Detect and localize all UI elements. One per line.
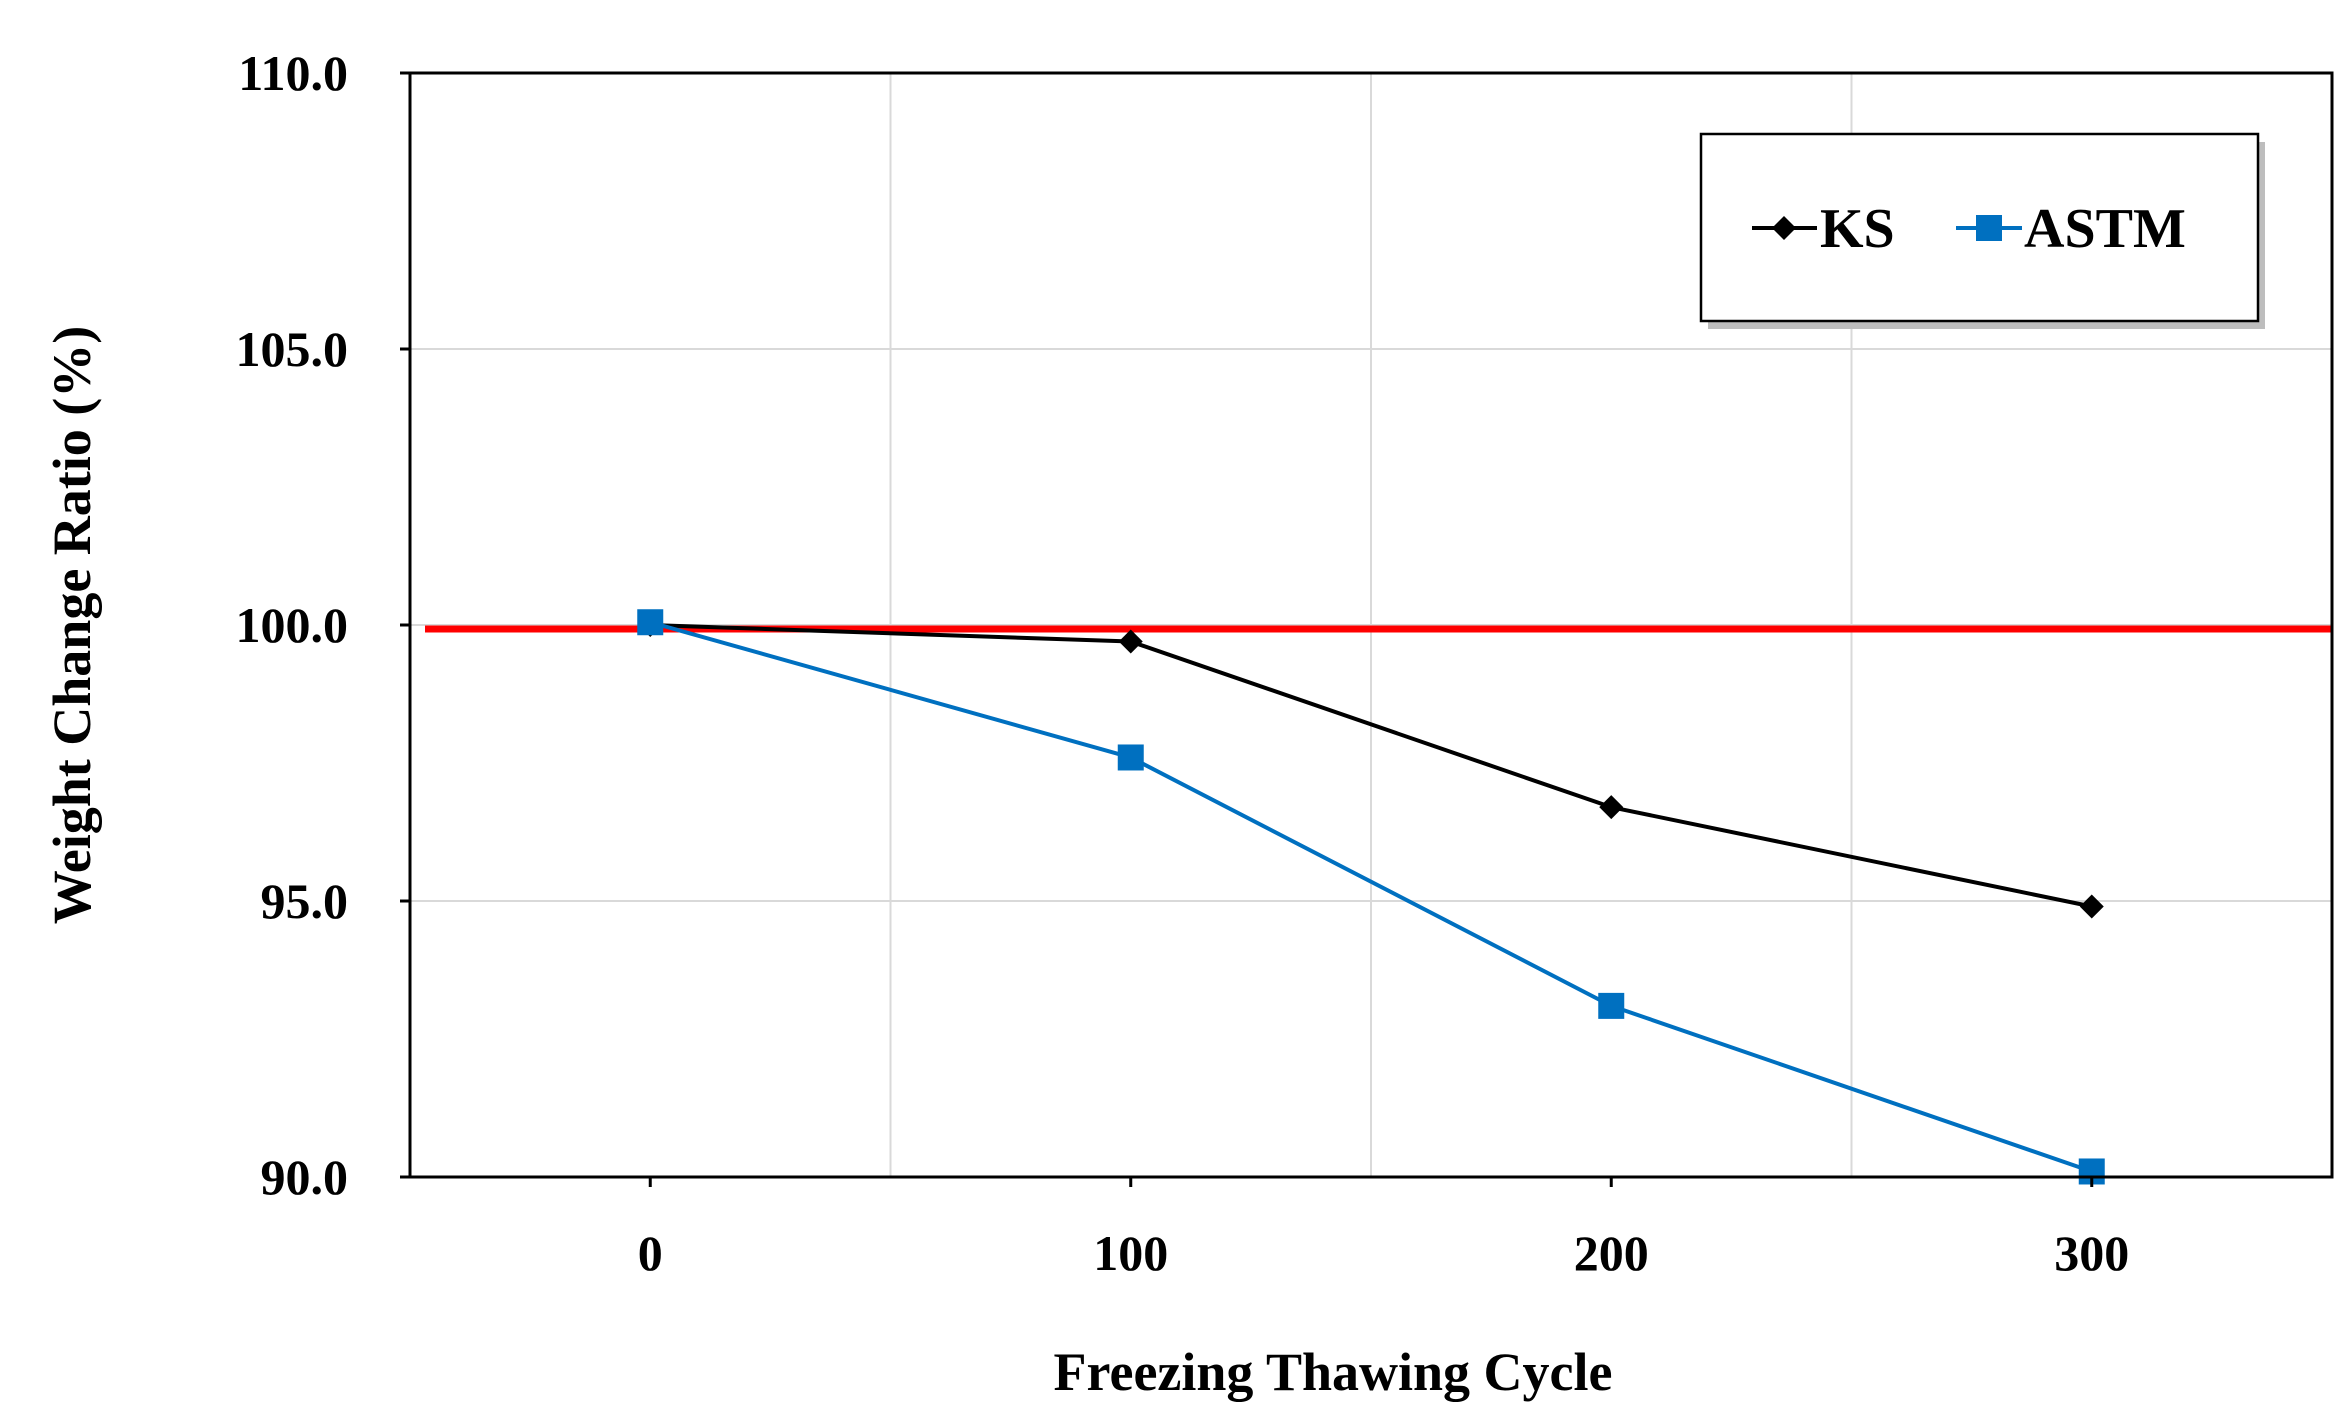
series-ks-point — [1599, 795, 1624, 820]
x-tick-label: 100 — [1093, 1225, 1168, 1281]
series-astm-point — [1598, 992, 1625, 1019]
series-astm-point — [1117, 744, 1144, 771]
x-tick-label: 300 — [2054, 1225, 2129, 1281]
y-tick-label: 90.0 — [261, 1149, 349, 1205]
x-axis-ticks: 0 100 200 300 — [638, 1177, 2129, 1281]
x-axis-title: Freezing Thawing Cycle — [1054, 1342, 1613, 1402]
series-astm-line — [649, 620, 2093, 1174]
legend-astm-label: ASTM — [2024, 198, 2186, 260]
series-group — [637, 609, 2105, 1185]
series-ks-point — [2079, 894, 2104, 919]
legend-ks-marker — [1772, 216, 1796, 240]
y-tick-label: 110.0 — [238, 45, 348, 101]
series-astm-point — [637, 609, 664, 636]
series-ks-line — [650, 623, 2093, 909]
legend: KS ASTM — [1699, 132, 2265, 329]
series-ks-point — [1118, 629, 1143, 654]
y-axis-ticks: 90.0 95.0 100.0 105.0 110.0 — [236, 45, 410, 1205]
y-axis-title: Weight Change Ratio (%) — [42, 326, 102, 924]
y-tick-label: 105.0 — [236, 321, 349, 377]
y-tick-label: 100.0 — [236, 597, 349, 653]
x-tick-label: 200 — [1574, 1225, 1649, 1281]
legend-astm-marker — [1976, 215, 2002, 241]
legend-ks-label: KS — [1820, 198, 1895, 260]
y-tick-label: 95.0 — [261, 873, 349, 929]
x-tick-label: 0 — [638, 1225, 663, 1281]
